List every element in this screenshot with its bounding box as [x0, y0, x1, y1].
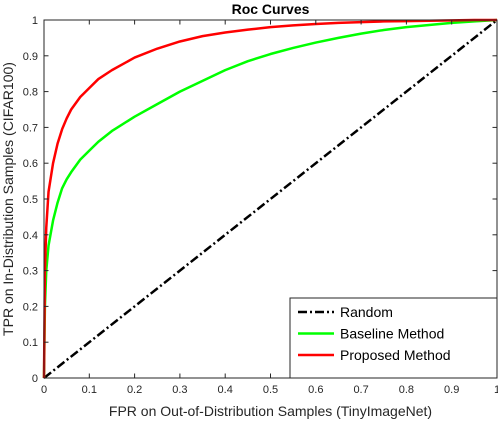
x-axis-label: FPR on Out-of-Distribution Samples (Tiny… [109, 403, 432, 419]
y-tick-label: 0.4 [23, 230, 38, 242]
series-line-random [43, 19, 498, 379]
y-axis-label: TPR on In-Distribution Samples (CIFAR100… [0, 62, 16, 336]
legend-box [289, 297, 498, 379]
x-tick-label: 1 [494, 384, 498, 396]
y-tick-label: 0.8 [23, 87, 38, 99]
x-tick-label: 0.1 [82, 384, 97, 396]
series-line-baseline-method [42, 18, 498, 379]
x-tick-label: 0.6 [308, 384, 323, 396]
x-tick-label: 0 [41, 384, 47, 396]
y-tick-label: 0.7 [23, 122, 38, 134]
legend-entry-label: Baseline Method [340, 326, 444, 342]
legend: Random Baseline Method Proposed Method [289, 297, 498, 379]
series-layer [42, 18, 498, 379]
chart-title: Roc Curves [232, 1, 310, 17]
x-tick-label: 0.7 [353, 384, 368, 396]
y-tick-label: 0.3 [23, 266, 38, 278]
y-tick-label: 0.6 [23, 158, 38, 170]
y-tick-label: 0 [32, 373, 38, 385]
y-tick-label: 0.5 [23, 194, 38, 206]
x-tick-label: 0.2 [127, 384, 142, 396]
ticks-layer: 0 0.1 0.2 0.3 0.4 0.5 0.6 0.7 0.8 0.9 1 0 0.1 0.2 0.3 0… [23, 15, 498, 396]
y-tick-label: 1 [32, 15, 38, 27]
x-tick-label: 0.8 [399, 384, 414, 396]
legend-entry-label: Proposed Method [340, 347, 451, 363]
y-tick-label: 0.9 [23, 51, 38, 63]
x-tick-label: 0.4 [218, 384, 233, 396]
legend-entry-label: Random [340, 304, 393, 320]
series-line-proposed-method [42, 18, 497, 379]
x-tick-label: 0.9 [444, 384, 459, 396]
x-tick-label: 0.3 [172, 384, 187, 396]
y-tick-label: 0.2 [23, 301, 38, 313]
x-tick-label: 0.5 [263, 384, 278, 396]
y-tick-label: 0.1 [23, 337, 38, 349]
